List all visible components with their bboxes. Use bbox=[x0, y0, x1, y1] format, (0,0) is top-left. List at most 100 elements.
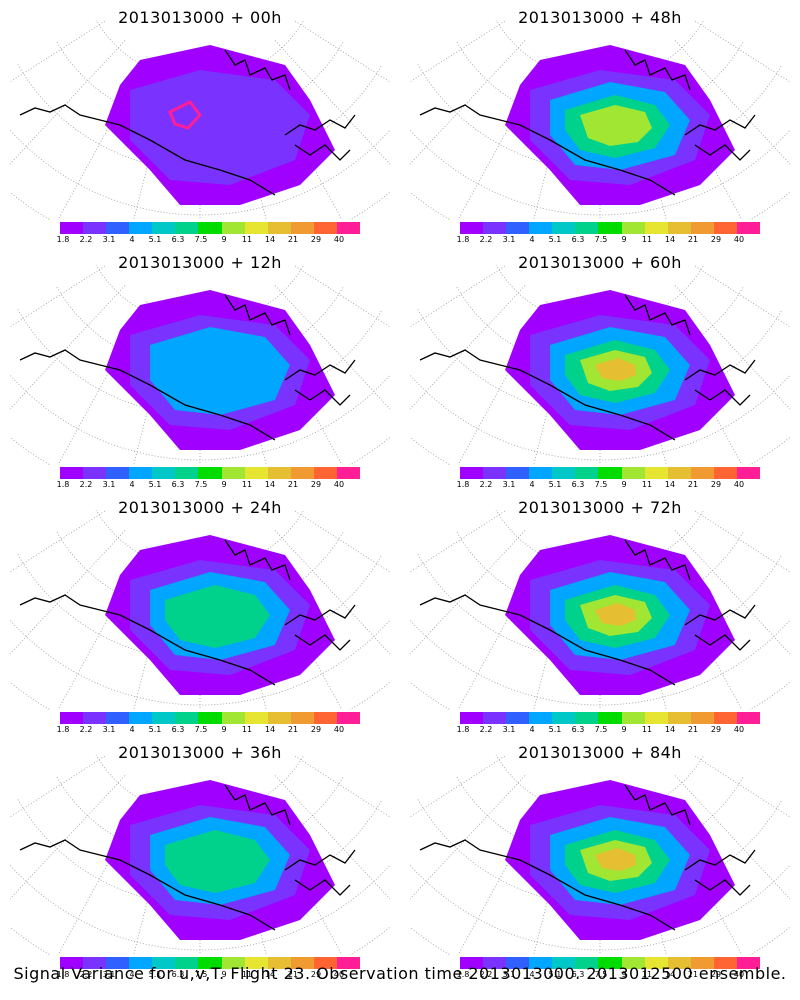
colorbar-swatch bbox=[152, 712, 176, 724]
colorbar-tick-label: 6.3 bbox=[571, 480, 585, 489]
colorbar-tick-label: 11 bbox=[241, 970, 253, 979]
colorbar-swatch bbox=[736, 467, 761, 479]
forecast-panel-1: 2013013000 + 48h 1.8 2.2 3.1 4 5.1 6.3 7.5 9 11 1… bbox=[400, 0, 800, 245]
colorbar-tick-label: 3.1 bbox=[102, 725, 116, 734]
panel-title: 2013013000 + 84h bbox=[518, 743, 682, 762]
colorbar-tick-label: 1.8 bbox=[456, 235, 470, 244]
variance-maximum bbox=[168, 100, 202, 130]
colorbar-tick-label: 4 bbox=[529, 480, 535, 489]
coastline bbox=[284, 359, 356, 381]
coastline bbox=[19, 594, 276, 686]
coastline bbox=[294, 879, 351, 896]
colorbar-labels: 1.8 2.2 3.1 4 5.1 6.3 7.5 9 11 14 21 29 40 bbox=[55, 970, 375, 980]
variance-contour bbox=[595, 358, 636, 381]
variance-map bbox=[10, 265, 390, 465]
colorbar-tick-label: 4 bbox=[129, 970, 135, 979]
coastline bbox=[284, 114, 356, 136]
colorbar-swatch bbox=[267, 467, 291, 479]
colorbar-tick-label: 1.8 bbox=[56, 480, 70, 489]
colorbar-tick-label: 6.3 bbox=[571, 725, 585, 734]
colorbar-swatch bbox=[313, 712, 337, 724]
colorbar-swatch bbox=[575, 712, 599, 724]
colorbar-tick-label: 4 bbox=[129, 725, 135, 734]
panel-title: 2013013000 + 72h bbox=[518, 498, 682, 517]
colorbar-tick-label: 29 bbox=[710, 970, 722, 979]
colorbar-swatch bbox=[621, 957, 645, 969]
colorbar-tick-label: 14 bbox=[264, 480, 276, 489]
variance-contour bbox=[580, 105, 652, 146]
colorbar-tick-label: 5.1 bbox=[148, 480, 162, 489]
colorbar bbox=[60, 222, 361, 234]
forecast-panel-5: 2013013000 + 72h 1.8 2.2 3.1 4 5.1 6.3 7.5 9 11 1… bbox=[400, 490, 800, 735]
variance-contour bbox=[165, 830, 270, 893]
colorbar-tick-label: 4 bbox=[129, 235, 135, 244]
colorbar-tick-label: 1.8 bbox=[56, 725, 70, 734]
colorbar-tick-label: 4 bbox=[129, 480, 135, 489]
colorbar-tick-label: 11 bbox=[641, 725, 653, 734]
colorbar-swatch bbox=[667, 467, 691, 479]
colorbar-tick-label: 2.2 bbox=[479, 235, 493, 244]
coastline bbox=[694, 144, 751, 161]
colorbar-swatch bbox=[267, 222, 291, 234]
colorbar-swatch bbox=[221, 222, 245, 234]
panel-title: 2013013000 + 48h bbox=[518, 8, 682, 27]
colorbar-swatch bbox=[290, 957, 314, 969]
forecast-panel-3: 2013013000 + 60h 1.8 2.2 3.1 4 5.1 6.3 7.5 9 11 1… bbox=[400, 245, 800, 490]
colorbar-swatch bbox=[198, 467, 222, 479]
colorbar-swatch bbox=[198, 222, 222, 234]
colorbar-tick-label: 11 bbox=[241, 480, 253, 489]
colorbar-tick-label: 21 bbox=[687, 970, 699, 979]
colorbar-tick-label: 21 bbox=[287, 235, 299, 244]
colorbar-tick-label: 3.1 bbox=[502, 235, 516, 244]
coastline bbox=[694, 634, 751, 651]
coastline bbox=[284, 849, 356, 871]
colorbar-tick-label: 6.3 bbox=[571, 970, 585, 979]
colorbar-tick-label: 5.1 bbox=[148, 725, 162, 734]
colorbar-swatch bbox=[552, 957, 576, 969]
colorbar bbox=[60, 467, 361, 479]
colorbar-swatch bbox=[529, 222, 553, 234]
colorbar-swatch bbox=[529, 957, 553, 969]
colorbar-swatch bbox=[575, 467, 599, 479]
variance-contour bbox=[130, 70, 310, 185]
colorbar-tick-label: 2.2 bbox=[479, 970, 493, 979]
colorbar-labels: 1.8 2.2 3.1 4 5.1 6.3 7.5 9 11 14 21 29 40 bbox=[55, 235, 375, 245]
colorbar-tick-label: 11 bbox=[241, 235, 253, 244]
colorbar-swatch bbox=[598, 467, 622, 479]
panel-title: 2013013000 + 00h bbox=[118, 8, 282, 27]
coastline bbox=[684, 849, 756, 871]
colorbar-labels: 1.8 2.2 3.1 4 5.1 6.3 7.5 9 11 14 21 29 40 bbox=[55, 480, 375, 490]
colorbar-swatch bbox=[313, 467, 337, 479]
colorbar-tick-label: 4 bbox=[529, 970, 535, 979]
colorbar-tick-label: 21 bbox=[687, 725, 699, 734]
colorbar-tick-label: 7.5 bbox=[194, 725, 208, 734]
colorbar-tick-label: 7.5 bbox=[594, 235, 608, 244]
colorbar-tick-label: 5.1 bbox=[548, 235, 562, 244]
colorbar-swatch bbox=[221, 712, 245, 724]
coastline bbox=[224, 784, 291, 826]
forecast-panel-2: 2013013000 + 12h 1.8 2.2 3.1 4 5.1 6.3 7.5 9 11 1… bbox=[0, 245, 400, 490]
colorbar-tick-label: 21 bbox=[687, 480, 699, 489]
meridian-line bbox=[410, 510, 508, 573]
colorbar-tick-label: 3.1 bbox=[102, 235, 116, 244]
colorbar-tick-label: 21 bbox=[287, 970, 299, 979]
colorbar bbox=[460, 467, 761, 479]
colorbar-swatch bbox=[336, 222, 361, 234]
meridian-line bbox=[10, 20, 108, 83]
coastline bbox=[224, 49, 291, 91]
colorbar-swatch bbox=[713, 957, 737, 969]
colorbar-swatch bbox=[267, 957, 291, 969]
colorbar-swatch bbox=[106, 957, 130, 969]
colorbar-swatch bbox=[83, 957, 107, 969]
colorbar-swatch bbox=[644, 712, 668, 724]
colorbar-labels: 1.8 2.2 3.1 4 5.1 6.3 7.5 9 11 14 21 29 40 bbox=[455, 235, 775, 245]
panel-title: 2013013000 + 24h bbox=[118, 498, 282, 517]
colorbar-swatch bbox=[290, 222, 314, 234]
colorbar-swatch bbox=[667, 957, 691, 969]
colorbar-swatch bbox=[460, 957, 484, 969]
variance-map bbox=[410, 510, 790, 710]
colorbar-swatch bbox=[690, 467, 714, 479]
colorbar-tick-label: 5.1 bbox=[548, 480, 562, 489]
colorbar-tick-label: 9 bbox=[621, 725, 627, 734]
colorbar-tick-label: 11 bbox=[241, 725, 253, 734]
